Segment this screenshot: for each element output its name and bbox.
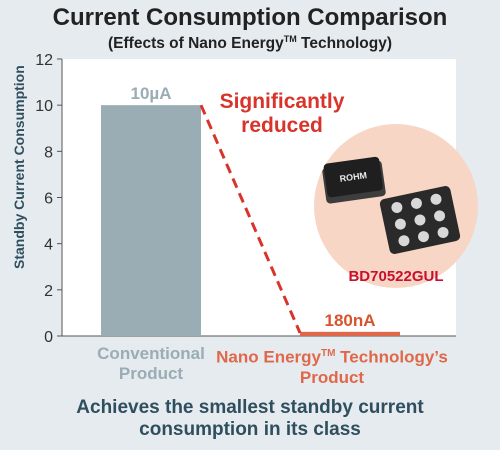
category-label-conventional: Conventional Product (86, 344, 216, 384)
y-tick-label: 6 (44, 191, 53, 208)
category-nano-line-1a: Nano Energy (216, 347, 321, 367)
data-label-conventional: 10µA (131, 84, 172, 103)
category-conventional-line-1: Conventional (97, 344, 205, 363)
callout-text: Significantly reduced (212, 90, 352, 138)
subtitle-end: Technology) (296, 35, 392, 53)
solder-ball (391, 202, 403, 214)
callout-line-2: reduced (241, 114, 323, 137)
category-nano-line-1: Nano EnergyTM Technology’s (212, 344, 452, 368)
subtitle-main: (Effects of Nano Energy (108, 35, 284, 53)
footer-message: Achieves the smallest standby current co… (0, 397, 500, 441)
data-label-nano-energy: 180nA (324, 311, 375, 330)
y-axis-label: Standby Current Consumption (11, 65, 27, 269)
chip-brand-text: ROHM (339, 170, 368, 184)
y-tick-label: 12 (35, 52, 53, 69)
y-tick-label: 4 (44, 237, 53, 254)
category-nano-line-1b: Technology’s (335, 347, 448, 367)
solder-ball (398, 235, 410, 247)
solder-ball (437, 226, 449, 238)
reduction-dashed-line (199, 104, 302, 334)
category-nano-line-2: Product (299, 367, 365, 387)
footer-line-2: consumption in its class (139, 419, 361, 440)
category-nano-tm: TM (321, 348, 336, 359)
solder-ball (418, 231, 430, 243)
chip-package-bottom (379, 186, 461, 254)
y-tick-label: 2 (44, 283, 53, 300)
chip-top-body (323, 156, 383, 198)
footer-line-1: Achieves the smallest standby current (76, 397, 424, 418)
solder-ball (394, 218, 406, 230)
chip-package-top: ROHM (322, 156, 386, 204)
y-tick-label: 10 (35, 98, 53, 115)
category-conventional-line-2: Product (118, 364, 184, 383)
y-tick-label: 8 (44, 144, 53, 161)
solder-ball (434, 210, 446, 222)
solder-ball (414, 214, 426, 226)
subtitle-tm: TM (283, 34, 297, 44)
chart-subtitle: (Effects of Nano EnergyTM Technology) (0, 34, 500, 53)
part-number: BD70522GUL (348, 268, 444, 285)
category-label-nano: Nano EnergyTM Technology’s Product (212, 344, 452, 388)
y-tick-label: 0 (44, 329, 53, 346)
solder-ball (430, 193, 442, 205)
solder-ball (410, 197, 422, 209)
callout-line-1: Significantly (219, 90, 345, 113)
chart-title: Current Consumption Comparison (52, 4, 448, 31)
bar-conventional (101, 105, 201, 337)
bar-nano-energy (300, 331, 400, 336)
